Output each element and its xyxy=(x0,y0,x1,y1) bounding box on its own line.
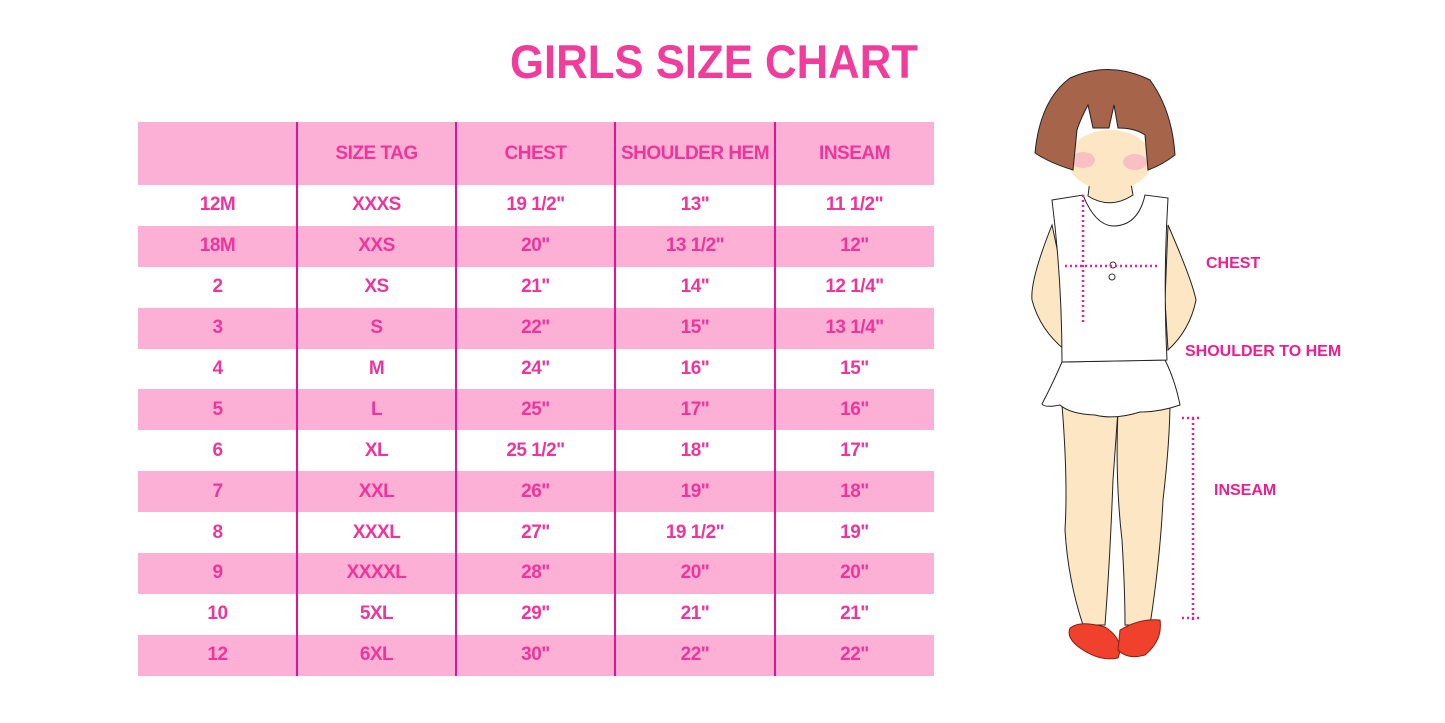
cell-chest: 24" xyxy=(521,358,550,379)
cell-inseam: 22" xyxy=(840,644,869,666)
cell-age: 12 xyxy=(207,644,228,666)
header-inseam: INSEAM xyxy=(819,142,890,164)
cell-age: 18M xyxy=(199,235,236,257)
cell-inseam: 19" xyxy=(840,521,869,543)
column-divider xyxy=(614,122,616,676)
cell-shoulder-hem: 20" xyxy=(680,562,710,584)
column-divider xyxy=(296,122,298,676)
page-title: GIRLS SIZE CHART xyxy=(510,35,918,88)
cell-inseam: 15" xyxy=(840,358,869,379)
cell-size-tag: 6XL xyxy=(359,644,394,666)
cell-age: 7 xyxy=(212,480,223,502)
shoulder-to-hem-label: SHOULDER TO HEM xyxy=(1185,343,1342,360)
cell-chest: 28" xyxy=(521,562,550,584)
cell-chest: 19 1/2" xyxy=(506,194,565,216)
table-row: 5 L 25" 17" 16" xyxy=(138,389,934,431)
table-row: 10 5XL 29" 21" 21" xyxy=(138,594,934,635)
cell-shoulder-hem: 22" xyxy=(680,644,710,666)
cell-chest: 29" xyxy=(521,603,550,625)
cell-size-tag: L xyxy=(370,398,383,420)
cell-shoulder-hem: 14" xyxy=(680,276,710,298)
table-row: 12 6XL 30" 22" 22" xyxy=(138,634,934,676)
table-row: 9 XXXXL 28" 20" 20" xyxy=(138,553,934,594)
cell-chest: 22" xyxy=(521,317,550,339)
inseam-label: INSEAM xyxy=(1214,482,1277,499)
table-row: 18M XXS 20" 13 1/2" 12" xyxy=(138,225,934,267)
cell-size-tag: 5XL xyxy=(359,603,394,625)
cell-size-tag: XXXL xyxy=(352,521,401,543)
header-size-tag: SIZE TAG xyxy=(335,142,418,164)
table-row: 12M XXXS 19 1/2" 13" 11 1/2" xyxy=(138,185,934,226)
cell-size-tag: XXXS xyxy=(352,194,401,216)
table-row: 2 XS 21" 14" 12 1/4" xyxy=(138,267,934,308)
header-chest: CHEST xyxy=(504,142,567,164)
cell-shoulder-hem: 18" xyxy=(680,439,710,461)
cell-shoulder-hem: 15" xyxy=(680,317,710,339)
cell-chest: 27" xyxy=(521,521,550,543)
table-row: 3 S 22" 15" 13 1/4" xyxy=(138,307,934,349)
table-row: 7 XXL 26" 19" 18" xyxy=(138,471,934,513)
cell-age: 6 xyxy=(212,439,223,461)
size-table: SIZE TAG CHEST SHOULDER HEM INSEAM 12M XX… xyxy=(138,122,934,676)
cell-inseam: 11 1/2" xyxy=(825,194,884,216)
table-header-row: SIZE TAG CHEST SHOULDER HEM INSEAM xyxy=(138,122,934,185)
table-row: 4 M 24" 16" 15" xyxy=(138,349,934,390)
cell-chest: 21" xyxy=(521,276,550,298)
chest-label: CHEST xyxy=(1206,255,1261,272)
cell-inseam: 13 1/4" xyxy=(825,317,884,339)
cell-age: 8 xyxy=(212,521,223,543)
cell-age: 12M xyxy=(199,194,236,216)
cell-size-tag: S xyxy=(370,317,383,339)
cell-chest: 20" xyxy=(521,235,550,257)
cell-inseam: 12" xyxy=(840,235,869,257)
cell-inseam: 17" xyxy=(840,439,869,461)
cell-shoulder-hem: 16" xyxy=(680,358,710,379)
cell-size-tag: XL xyxy=(364,439,389,461)
cell-chest: 25 1/2" xyxy=(506,439,565,461)
cell-age: 2 xyxy=(212,276,223,298)
cell-shoulder-hem: 19 1/2" xyxy=(665,521,725,543)
cell-chest: 26" xyxy=(521,480,550,502)
cell-shoulder-hem: 13" xyxy=(680,194,710,216)
table-row: 6 XL 25 1/2" 18" 17" xyxy=(138,430,934,471)
cell-chest: 30" xyxy=(521,644,550,666)
cell-size-tag: XXXXL xyxy=(346,562,407,584)
cell-shoulder-hem: 19" xyxy=(680,480,710,502)
cell-shoulder-hem: 13 1/2" xyxy=(665,235,725,257)
cell-size-tag: XXL xyxy=(358,480,395,502)
cell-age: 10 xyxy=(207,603,228,625)
cell-shoulder-hem: 21" xyxy=(680,603,710,625)
cell-inseam: 20" xyxy=(840,562,869,584)
cell-inseam: 12 1/4" xyxy=(825,276,884,298)
header-shoulder-hem: SHOULDER HEM xyxy=(620,142,770,164)
cell-size-tag: M xyxy=(368,358,385,379)
cell-shoulder-hem: 17" xyxy=(680,398,710,420)
cell-inseam: 21" xyxy=(840,603,869,625)
cell-age: 3 xyxy=(212,317,223,339)
cell-inseam: 18" xyxy=(840,480,869,502)
cell-age: 4 xyxy=(212,358,223,379)
cell-size-tag: XXS xyxy=(358,235,395,257)
cell-inseam: 16" xyxy=(840,398,869,420)
column-divider xyxy=(774,122,776,676)
table-row: 8 XXXL 27" 19 1/2" 19" xyxy=(138,512,934,553)
cell-age: 5 xyxy=(212,398,223,420)
cell-chest: 25" xyxy=(521,398,550,420)
column-divider xyxy=(455,122,457,676)
cell-age: 9 xyxy=(212,562,223,584)
cell-size-tag: XS xyxy=(364,276,389,298)
